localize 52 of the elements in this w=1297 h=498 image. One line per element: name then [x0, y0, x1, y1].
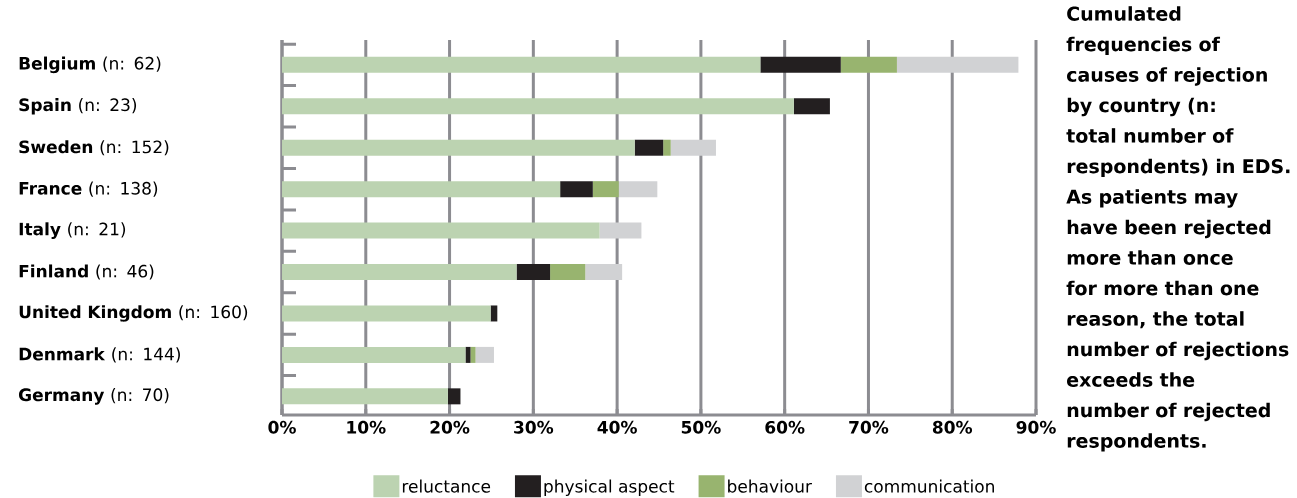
- x-tick-label: 90%: [1016, 420, 1056, 434]
- y-tick-label: France (n: 138): [19, 181, 158, 197]
- bar: [760, 56, 841, 73]
- bar: [447, 388, 461, 405]
- bar: [592, 181, 619, 198]
- bar: [490, 305, 498, 322]
- y-tick-label: Italy (n: 21): [19, 222, 126, 239]
- bar: [282, 264, 517, 281]
- x-tick-label: 20%: [430, 420, 470, 434]
- bar: [282, 98, 794, 115]
- bar: [282, 139, 635, 156]
- y-tick-label: Germany (n: 70): [18, 388, 169, 405]
- bar: [470, 346, 476, 363]
- bar: [516, 264, 551, 281]
- bar: [282, 305, 491, 322]
- x-tick-label: 50%: [681, 420, 721, 434]
- bar: [599, 222, 642, 239]
- bar: [550, 264, 586, 281]
- legend-label: physical aspect: [544, 479, 675, 496]
- bar: [663, 139, 671, 156]
- x-tick-label: 30%: [514, 420, 554, 434]
- bar: [282, 388, 448, 405]
- bar: [282, 346, 466, 363]
- legend-label: reluctance: [402, 479, 491, 493]
- y-tick-label: Spain (n: 23): [19, 98, 137, 115]
- x-tick-label: 80%: [932, 420, 973, 434]
- bar: [465, 346, 471, 363]
- bar: [618, 181, 658, 198]
- x-tick-label: 60%: [765, 420, 805, 434]
- y-tick-label: Belgium (n: 62): [19, 56, 161, 74]
- bar: [475, 346, 494, 363]
- text: Cumulated frequencies of causes of rejection by country (n: total number of respondents) in EDS. As patients may have been rejected more than once for more than one reason, the total number of rejections exceeds the number of rejected respondents.: [1066, 6, 1290, 452]
- bar: [282, 222, 600, 239]
- x-tick-label: 10%: [347, 420, 386, 434]
- x-tick-label: 0%: [268, 420, 296, 434]
- bar: [840, 56, 897, 73]
- legend-label: communication: [864, 479, 994, 493]
- bar: [282, 181, 561, 198]
- legend-label: behaviour: [728, 479, 812, 493]
- bar: [793, 98, 830, 115]
- bar: [634, 139, 664, 156]
- bar: [560, 181, 593, 198]
- bar: [585, 264, 623, 281]
- x-tick-label: 40%: [597, 420, 637, 434]
- bar: [670, 139, 716, 156]
- bar: [282, 56, 761, 73]
- x-tick-label: 70%: [849, 420, 889, 434]
- y-tick-label: Sweden (n: 152): [19, 140, 169, 156]
- y-tick-label: Denmark (n: 144): [19, 347, 180, 363]
- y-tick-label: Finland (n: 46): [19, 264, 154, 280]
- bar: [896, 56, 1019, 73]
- y-tick-label: United Kingdom (n: 160): [19, 305, 248, 322]
